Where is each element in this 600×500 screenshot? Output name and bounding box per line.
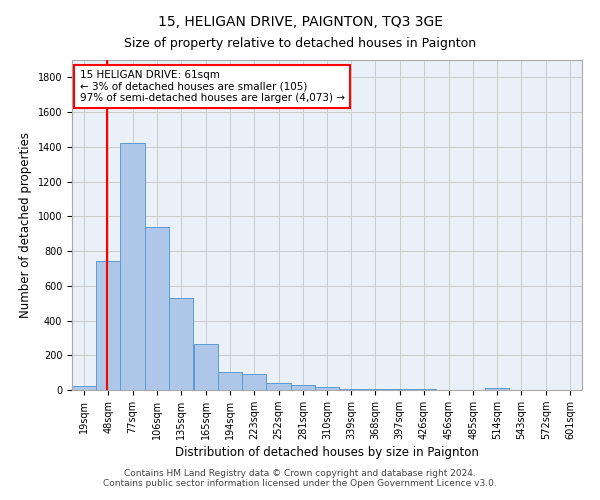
- Text: Contains HM Land Registry data © Crown copyright and database right 2024.: Contains HM Land Registry data © Crown c…: [124, 468, 476, 477]
- Bar: [145, 226, 169, 390]
- Bar: [290, 385, 315, 390]
- Bar: [266, 383, 290, 390]
- Bar: [218, 372, 242, 390]
- Bar: [169, 298, 193, 390]
- Bar: [96, 262, 121, 390]
- Bar: [315, 388, 339, 390]
- Bar: [194, 344, 218, 390]
- Bar: [72, 386, 96, 390]
- X-axis label: Distribution of detached houses by size in Paignton: Distribution of detached houses by size …: [175, 446, 479, 459]
- Bar: [388, 389, 412, 390]
- Bar: [339, 389, 364, 390]
- Bar: [364, 389, 388, 390]
- Text: 15 HELIGAN DRIVE: 61sqm
← 3% of detached houses are smaller (105)
97% of semi-de: 15 HELIGAN DRIVE: 61sqm ← 3% of detached…: [80, 70, 344, 103]
- Y-axis label: Number of detached properties: Number of detached properties: [19, 132, 32, 318]
- Bar: [242, 374, 266, 390]
- Text: Size of property relative to detached houses in Paignton: Size of property relative to detached ho…: [124, 38, 476, 51]
- Bar: [485, 388, 509, 390]
- Text: 15, HELIGAN DRIVE, PAIGNTON, TQ3 3GE: 15, HELIGAN DRIVE, PAIGNTON, TQ3 3GE: [157, 15, 443, 29]
- Bar: [121, 144, 145, 390]
- Text: Contains public sector information licensed under the Open Government Licence v3: Contains public sector information licen…: [103, 478, 497, 488]
